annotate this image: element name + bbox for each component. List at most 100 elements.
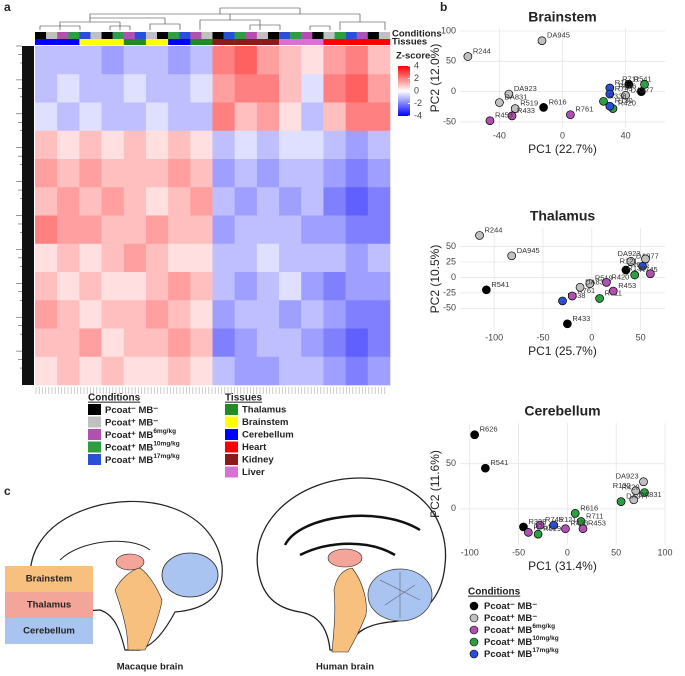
colorbar-tick-label: 0: [414, 85, 419, 95]
heatmap-cell: [101, 187, 125, 216]
row-dendrogram-block: [22, 46, 34, 385]
point-label: DA831: [504, 93, 527, 102]
point-label: R121: [615, 78, 633, 87]
condition-bar-cell: [301, 32, 313, 39]
heatmap-cell: [145, 356, 169, 386]
heatmap-cell: [256, 46, 280, 75]
heatmap-cell: [367, 215, 391, 245]
heatmap-cell: [301, 130, 324, 160]
condition-bar-cell: [356, 32, 369, 39]
heatmap-cell: [145, 243, 169, 273]
y-tick-label: 0: [451, 86, 456, 96]
heatmap-cell: [367, 46, 391, 75]
chart-title: Brainstem: [528, 9, 596, 25]
data-point: [624, 80, 634, 89]
data-point: [563, 319, 572, 329]
data-point: [605, 101, 615, 111]
point-label: R761: [533, 522, 551, 531]
heatmap-cell: [367, 187, 391, 216]
legend-swatch: [88, 404, 101, 415]
heatmap-cell: [35, 356, 58, 386]
data-point: [595, 294, 604, 303]
heatmap-cell: [190, 46, 213, 75]
condition-bar-cell: [179, 32, 191, 39]
heatmap-cell: [256, 102, 280, 132]
heatmap-cell: [234, 159, 258, 188]
heatmap-cell: [367, 130, 391, 160]
heatmap-cell: [123, 187, 147, 216]
x-tick-label: -40: [493, 130, 506, 140]
heatmap-cell: [212, 243, 235, 273]
point-label: R541: [490, 458, 508, 467]
heatmap-cell: [301, 74, 324, 103]
point-label: R745: [545, 515, 563, 524]
legend-marker: [469, 637, 479, 647]
heatmap-cell: [256, 159, 280, 188]
condition-bar-cell: [201, 32, 213, 39]
data-point: [641, 254, 650, 264]
point-label: R338: [528, 517, 546, 526]
legend-marker: [469, 601, 479, 611]
condition-label-sup: 10mg/kg: [153, 440, 179, 447]
condition-label: Pcoat⁺ MB: [105, 430, 153, 441]
heatmap-cell: [79, 356, 102, 386]
heatmap-cell: [345, 272, 369, 301]
y-tick-label: 25: [446, 256, 456, 266]
region-swatch: [5, 566, 93, 592]
heatmap-cell: [35, 102, 58, 132]
condition-label: Pcoat⁺ MB: [484, 625, 532, 636]
heatmap-cell: [345, 130, 369, 160]
heatmap-cell: [145, 328, 169, 358]
point-label: R745: [640, 265, 658, 274]
heatmap-cell: [345, 328, 369, 358]
y-tick-label: 50: [446, 458, 456, 468]
heatmap-cell: [323, 187, 346, 216]
condition-label-sup: 10mg/kg: [532, 635, 558, 642]
heatmap-cell: [234, 300, 258, 329]
dendrogram: [39, 7, 386, 30]
y-axis-label: PC2 (11.6%): [428, 450, 442, 518]
caption: Macaque brain: [117, 662, 184, 673]
heatmap-cell: [345, 243, 369, 273]
condition-bar-cell: [279, 32, 291, 39]
point-label: R519: [595, 274, 613, 283]
point-label: DA977: [631, 85, 654, 94]
legend-label: Pcoat⁺ MB6mg/kg: [484, 623, 555, 636]
heatmap-cell: [168, 130, 191, 160]
heatmap-cell: [57, 187, 80, 216]
region-label: Cerebellum: [23, 626, 75, 637]
heatmap-cell: [323, 272, 346, 301]
condition-bar-cell: [168, 32, 180, 39]
caption: Human brain: [316, 662, 374, 673]
condition-label: Pcoat⁺ MB⁻: [484, 613, 537, 624]
heatmap-cell: [35, 328, 58, 358]
y-tick-label: 100: [441, 25, 456, 35]
heatmap-cell: [212, 102, 235, 132]
condition-bar-cell: [334, 32, 346, 39]
heatmap-cell: [101, 159, 125, 188]
heatmap-cell: [323, 356, 346, 386]
condition-bar-cell: [190, 32, 202, 39]
heatmap-cell: [279, 46, 302, 75]
tissue-bar-cell: [234, 39, 258, 45]
colorbar-tick-label: -2: [414, 98, 422, 108]
heatmap-cell: [79, 272, 102, 301]
point-label: R130: [613, 481, 631, 490]
legend-swatch: [225, 416, 238, 428]
condition-bar-cell: [79, 32, 91, 39]
condition-bar-cell: [101, 32, 113, 39]
heatmap-cell: [190, 102, 213, 132]
heatmap-cell: [35, 243, 58, 273]
point-label: DA923: [514, 84, 537, 93]
tissue-bar-cell: [35, 39, 58, 45]
point-label: R130: [627, 264, 645, 273]
condition-label-sup: 17mg/kg: [532, 647, 558, 654]
legend-swatch: [225, 404, 238, 415]
heatmap-cell: [279, 74, 302, 103]
heatmap-cell: [279, 356, 302, 386]
panel-letter: c: [4, 484, 11, 498]
heatmap-cell: [57, 159, 80, 188]
data-point: [510, 104, 520, 113]
heatmap-cell: [301, 272, 324, 301]
heatmap-cell: [79, 300, 102, 329]
